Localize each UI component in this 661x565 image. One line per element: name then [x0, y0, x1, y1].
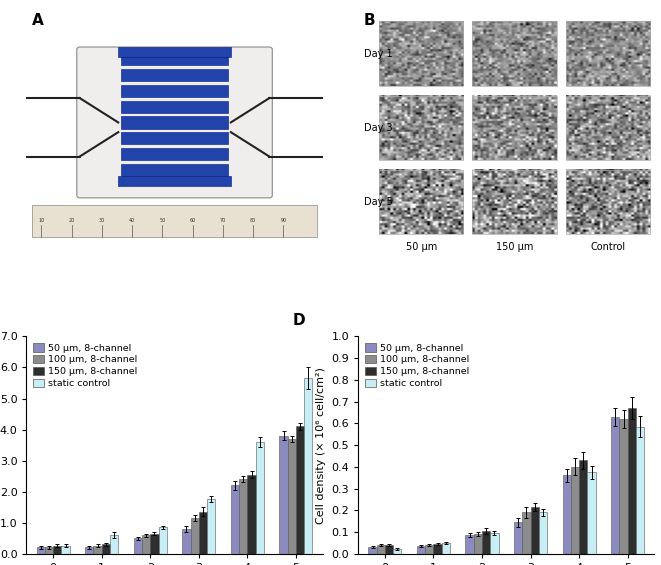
Bar	[121, 148, 228, 160]
Text: 70: 70	[220, 219, 226, 223]
Bar	[36, 547, 45, 554]
Bar	[472, 95, 557, 160]
Bar	[190, 518, 199, 554]
Bar	[121, 164, 228, 176]
Legend: 50 µm, 8-channel, 100 µm, 8-channel, 150 µm, 8-channel, static control: 50 µm, 8-channel, 100 µm, 8-channel, 150…	[31, 341, 139, 390]
Y-axis label: Cell density (× 10⁶ cell/cm²): Cell density (× 10⁶ cell/cm²)	[316, 367, 326, 524]
Bar	[588, 472, 596, 554]
Bar	[288, 439, 296, 554]
Bar	[417, 546, 425, 554]
Text: Day 1: Day 1	[364, 49, 393, 59]
Bar	[472, 170, 557, 234]
Text: A: A	[32, 13, 44, 28]
Bar	[102, 545, 110, 554]
Bar	[134, 538, 142, 554]
Bar	[482, 531, 490, 554]
Bar	[619, 419, 628, 554]
Text: D: D	[293, 313, 305, 328]
Bar	[531, 507, 539, 554]
Bar	[296, 427, 304, 554]
Bar	[514, 522, 522, 554]
Bar	[53, 546, 61, 554]
Bar	[121, 101, 228, 112]
Legend: 50 µm, 8-channel, 100 µm, 8-channel, 150 µm, 8-channel, static control: 50 µm, 8-channel, 100 µm, 8-channel, 150…	[363, 341, 471, 390]
Bar	[539, 512, 547, 554]
Bar	[566, 170, 650, 234]
Bar	[522, 512, 531, 554]
Bar	[121, 69, 228, 81]
Bar	[159, 527, 167, 554]
Bar	[142, 535, 150, 554]
Bar	[425, 545, 434, 554]
Bar	[434, 544, 442, 554]
Text: Day 5: Day 5	[364, 197, 393, 207]
Text: 50 µm: 50 µm	[405, 242, 437, 251]
Bar	[304, 379, 313, 554]
Bar	[566, 95, 650, 160]
Text: Control: Control	[590, 242, 625, 251]
Bar	[231, 485, 239, 554]
Bar	[110, 535, 118, 554]
Bar	[393, 549, 401, 554]
Text: 30: 30	[98, 219, 105, 223]
Bar	[379, 95, 463, 160]
Bar	[579, 460, 588, 554]
Text: 20: 20	[68, 219, 75, 223]
Bar	[199, 512, 207, 554]
Bar	[379, 21, 463, 86]
Bar	[121, 132, 228, 144]
Text: 90: 90	[280, 219, 286, 223]
Bar	[150, 533, 159, 554]
Bar	[385, 545, 393, 554]
Text: 40: 40	[129, 219, 136, 223]
Text: 10: 10	[38, 219, 44, 223]
Bar	[472, 21, 557, 86]
Bar	[247, 475, 256, 554]
Bar	[256, 442, 264, 554]
Bar	[563, 476, 571, 554]
Bar	[442, 543, 450, 554]
Bar	[118, 176, 231, 186]
Bar	[182, 529, 190, 554]
Text: B: B	[364, 13, 375, 28]
Bar	[368, 547, 377, 554]
Bar	[379, 170, 463, 234]
Bar	[490, 533, 498, 554]
Bar	[121, 85, 228, 97]
Text: 50: 50	[159, 219, 165, 223]
Bar	[61, 546, 69, 554]
Bar	[280, 436, 288, 554]
FancyBboxPatch shape	[77, 47, 272, 198]
Bar	[118, 47, 231, 56]
Bar	[121, 53, 228, 66]
Bar	[474, 534, 482, 554]
Text: 150 µm: 150 µm	[496, 242, 533, 251]
Bar	[377, 545, 385, 554]
Bar	[32, 205, 317, 237]
Text: 80: 80	[250, 219, 256, 223]
Bar	[45, 547, 53, 554]
Bar	[207, 499, 215, 554]
Bar	[85, 547, 93, 554]
Bar	[239, 479, 247, 554]
Bar	[636, 427, 644, 554]
Bar	[628, 408, 636, 554]
Bar	[93, 546, 102, 554]
Text: 60: 60	[190, 219, 196, 223]
Bar	[465, 535, 474, 554]
Bar	[571, 467, 579, 554]
Text: Day 3: Day 3	[364, 123, 393, 133]
Bar	[121, 116, 228, 128]
Bar	[566, 21, 650, 86]
Bar	[611, 417, 619, 554]
